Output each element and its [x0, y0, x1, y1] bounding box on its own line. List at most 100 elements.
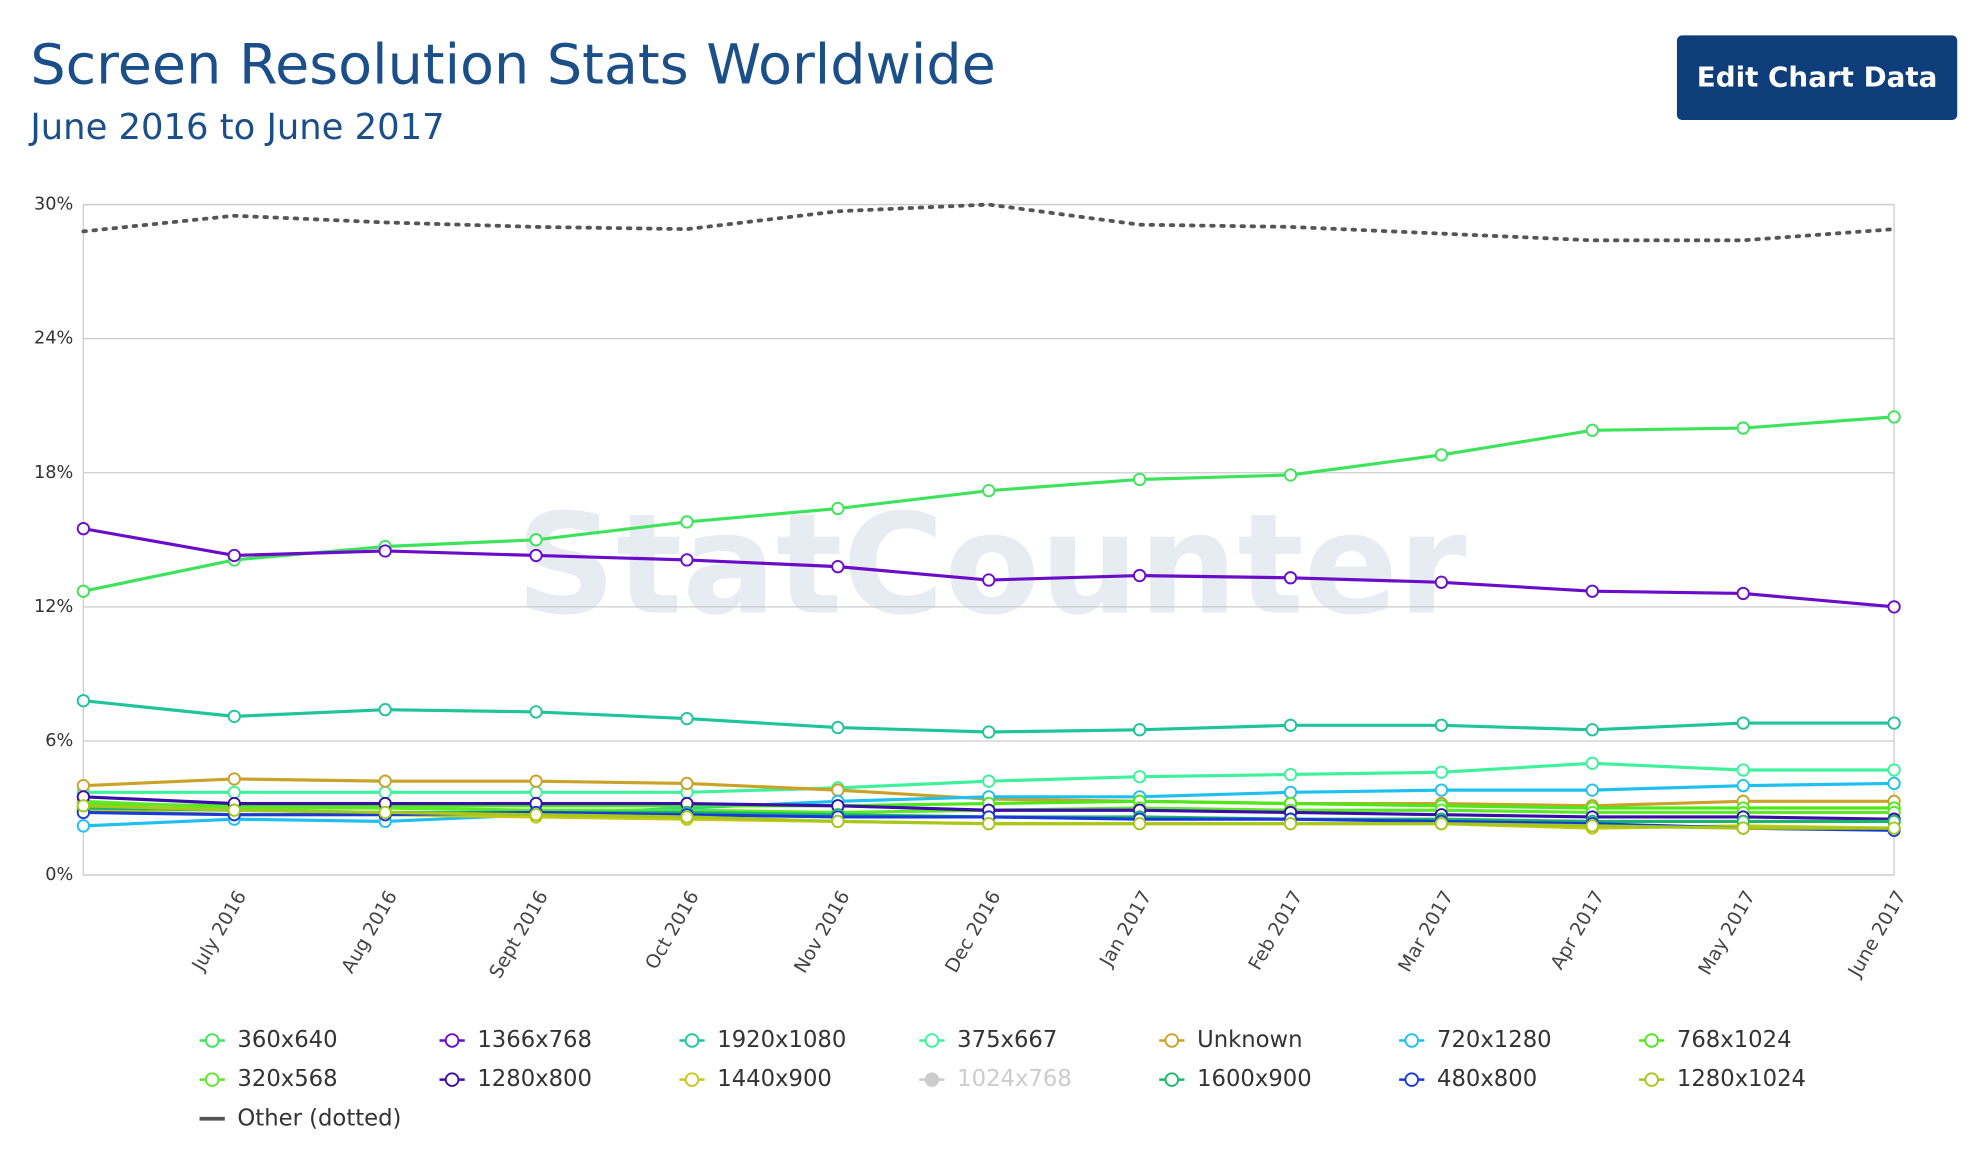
data-point: [1736, 586, 1750, 601]
legend-label: 768x1024: [1677, 1027, 1792, 1053]
data-point: [1736, 821, 1750, 835]
legend-label: Unknown: [1197, 1027, 1302, 1053]
y-tick-label: 18%: [34, 463, 73, 483]
data-point: [1283, 817, 1298, 831]
data-point: [1133, 568, 1147, 583]
legend-item: 720x1280: [1399, 1027, 1552, 1053]
data-point: [1887, 821, 1901, 835]
data-point: [831, 720, 845, 735]
x-tick-label: Jan 2017: [1095, 887, 1156, 971]
legend-marker: [1644, 1072, 1659, 1087]
data-point: [1434, 718, 1449, 732]
data-point: [982, 725, 996, 739]
legend-label: Other (dotted): [237, 1105, 401, 1131]
data-point: [1585, 783, 1599, 797]
legend-marker: [444, 1072, 460, 1087]
edit-button[interactable]: Edit Chart Data: [1676, 35, 1958, 120]
data-point: [1133, 817, 1147, 831]
x-tick-label: Aug 2016: [337, 887, 402, 977]
data-point: [1283, 718, 1298, 732]
legend-marker: [204, 1072, 220, 1087]
data-point: [1585, 819, 1599, 833]
data-point: [831, 814, 845, 829]
y-tick-label: 12%: [34, 597, 73, 617]
legend-marker: [684, 1072, 700, 1087]
data-point: [1434, 575, 1449, 589]
data-point: [529, 774, 543, 788]
series-line: [81, 202, 1896, 243]
data-point: [680, 810, 694, 824]
data-point: [1133, 770, 1147, 784]
data-point: [1887, 600, 1901, 614]
button-bg[interactable]: [1676, 35, 1958, 120]
legend-marker: [204, 1033, 220, 1048]
data-point: [529, 785, 543, 799]
legend-marker: [1164, 1033, 1180, 1048]
legend-marker: [1644, 1033, 1659, 1048]
legend-label: 1280x800: [477, 1066, 592, 1092]
data-point: [1887, 716, 1901, 730]
button-label[interactable]: Edit Chart Data: [1697, 60, 1938, 93]
legend-label: 720x1280: [1437, 1027, 1552, 1053]
data-point: [1887, 410, 1901, 424]
x-tick-label: Sept 2016: [485, 887, 553, 982]
legend-label: 1024x768: [957, 1066, 1072, 1092]
data-point: [1283, 571, 1298, 585]
data-point: [1133, 723, 1147, 737]
data-point: [227, 772, 241, 786]
data-point: [76, 779, 91, 793]
legend-label: 1440x900: [717, 1066, 832, 1092]
x-tick-label: June 2017: [1843, 887, 1910, 982]
data-point: [1736, 779, 1750, 793]
data-point: [1887, 763, 1901, 777]
x-tick-label: May 2017: [1694, 887, 1760, 979]
data-point: [1887, 776, 1901, 791]
y-tick-label: 24%: [34, 329, 73, 349]
data-point: [1585, 584, 1599, 598]
data-point: [1736, 716, 1750, 730]
data-point: [831, 501, 845, 516]
legend-label: 480x800: [1437, 1066, 1537, 1092]
legend-item: Unknown: [1159, 1027, 1303, 1053]
data-point: [1585, 423, 1599, 437]
data-point: [227, 548, 241, 563]
chart-title: Screen Resolution Stats Worldwide: [30, 32, 995, 97]
data-point: [1434, 765, 1449, 779]
chart-subtitle: June 2016 to June 2017: [28, 107, 444, 148]
legend-item: 360x640: [199, 1027, 338, 1053]
data-point: [529, 808, 543, 822]
data-point: [982, 774, 996, 788]
data-point: [831, 783, 845, 797]
legend-item: 480x800: [1399, 1066, 1537, 1092]
x-tick-label: Apr 2017: [1546, 887, 1609, 973]
data-point: [982, 484, 996, 498]
legend-item: 1366x768: [439, 1027, 592, 1053]
data-point: [1283, 767, 1298, 782]
data-point: [982, 573, 996, 587]
data-point: [680, 553, 694, 567]
x-tick-label: Mar 2017: [1394, 887, 1458, 976]
y-tick-label: 6%: [45, 731, 73, 751]
legend-item: 1440x900: [679, 1066, 832, 1092]
legend-marker: [1404, 1033, 1420, 1048]
legend-label: 1280x1024: [1677, 1066, 1806, 1092]
data-point: [378, 785, 392, 799]
legend-item: 1920x1080: [679, 1027, 846, 1053]
data-point: [76, 694, 91, 708]
legend-item: 1280x800: [439, 1066, 592, 1092]
data-point: [378, 805, 392, 820]
legend-label: 1366x768: [477, 1027, 592, 1053]
data-point: [982, 817, 996, 831]
data-point: [680, 515, 694, 529]
data-point: [680, 711, 694, 726]
legend-label: 360x640: [237, 1027, 337, 1053]
legend-label: 320x568: [237, 1066, 337, 1092]
legend-marker: [684, 1033, 700, 1048]
data-point: [76, 799, 91, 813]
data-point: [529, 533, 543, 547]
legend-item: 1280x1024: [1639, 1066, 1806, 1092]
legend-label: 375x667: [957, 1027, 1057, 1053]
data-point: [1133, 472, 1147, 487]
data-point: [1585, 723, 1599, 737]
